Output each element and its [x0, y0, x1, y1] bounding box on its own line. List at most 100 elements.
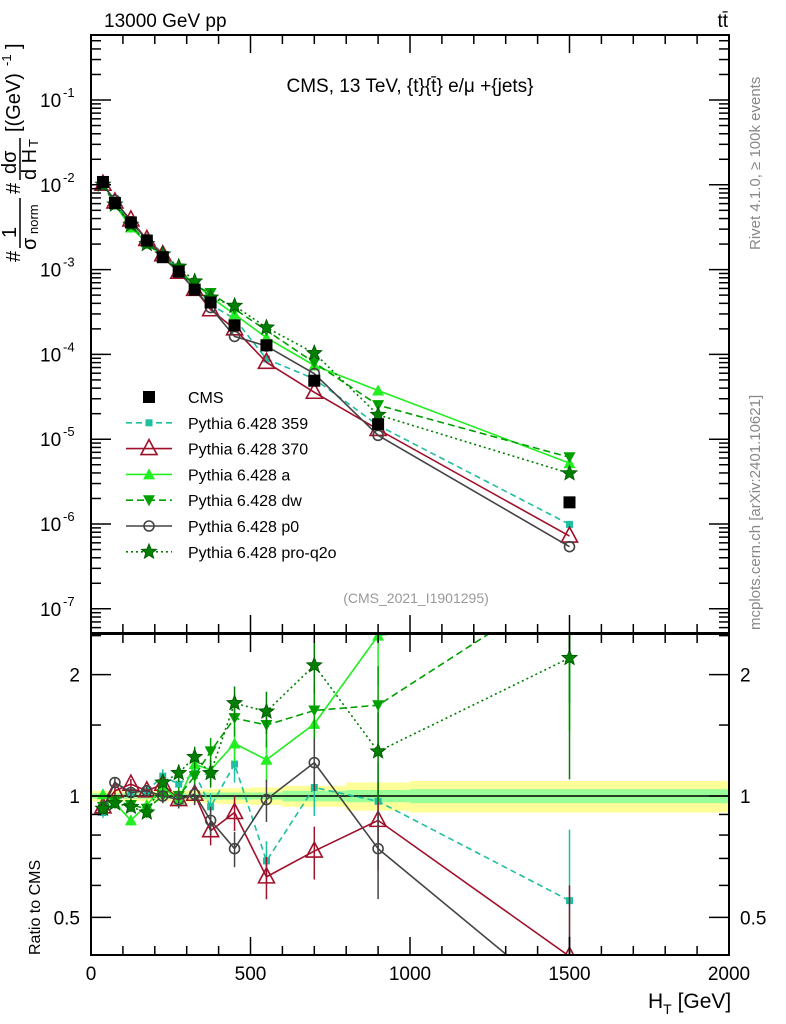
main-line-4 — [102, 184, 570, 548]
ylabel-sigma: σ — [19, 237, 41, 250]
main-line-3 — [102, 183, 570, 459]
main-frame — [90, 34, 730, 634]
ratio-marker — [125, 786, 137, 799]
ylabel-norm: norm — [26, 204, 41, 234]
main-marker — [563, 452, 576, 464]
ratio-marker — [122, 797, 140, 815]
ratio-marker — [369, 742, 387, 759]
x-tick-label: 1500 — [548, 964, 590, 985]
ratio-marker — [186, 747, 204, 765]
legend-marker — [143, 468, 155, 480]
legend-label: Pythia 6.428 359 — [188, 416, 308, 433]
main-marker — [372, 384, 385, 396]
ylabel-one: 1 — [0, 227, 21, 238]
energy-label: 13000 GeV pp — [104, 11, 227, 32]
y-tick-exponent: -2 — [63, 170, 75, 185]
legend-label: Pythia 6.428 a — [188, 467, 290, 484]
axes: 0 500 1000 1500 200010-110-210-310-410-510-6… — [40, 35, 766, 985]
data-point-cms — [563, 496, 576, 509]
ratio-marker — [228, 842, 241, 855]
legend-label: Pythia 6.428 370 — [188, 442, 308, 459]
ratio-marker — [308, 756, 321, 769]
main-line-2 — [102, 181, 570, 464]
ratio-marker — [257, 702, 276, 719]
data-point-cms — [172, 265, 185, 278]
ylabel-hash1: # — [3, 250, 25, 262]
ratio-marker — [175, 780, 183, 788]
legend-marker — [139, 437, 159, 456]
ratio-marker — [225, 801, 244, 820]
legend-marker — [143, 495, 155, 507]
y-axis-label: # 1 σ norm # dσ d H T [(GeV) -1 ] — [0, 43, 41, 262]
ratio-marker — [188, 788, 201, 801]
ratio-marker — [304, 840, 324, 858]
main-marker — [560, 525, 579, 543]
data-point-cms — [156, 251, 169, 264]
x-tick-label: 0 — [86, 964, 97, 985]
legend: CMS Pythia 6.428 359 Pythia 6.428 370 Pythi… — [126, 390, 337, 562]
data-point-cms — [228, 319, 241, 332]
ratio-y-tick-label-right: 1 — [740, 787, 751, 808]
ylabel-dsigma: dσ — [0, 150, 21, 174]
ratio-y-tick-label: 1 — [69, 787, 80, 808]
data-point-cms — [140, 234, 153, 247]
y-tick-exponent: -6 — [63, 509, 75, 524]
main-marker — [225, 296, 244, 314]
ratio-marker — [138, 803, 156, 820]
ratio-marker — [204, 746, 217, 758]
main-marker — [305, 344, 323, 361]
data-point-cms — [124, 216, 137, 229]
x-tick-label: 500 — [235, 964, 267, 985]
ratio-marker — [257, 866, 276, 884]
main-marker — [566, 520, 573, 528]
ratio-y-tick-label: 2 — [69, 666, 80, 687]
ratio-marker — [260, 753, 273, 765]
y-tick-label: 10 — [40, 176, 61, 197]
legend-marker — [140, 542, 158, 560]
ratio-marker — [231, 760, 239, 768]
main-marker — [372, 429, 384, 442]
y-tick-label: 10 — [40, 600, 61, 621]
ylabel-unit-exp: -1 — [0, 54, 14, 66]
main-marker — [257, 351, 276, 370]
main-marker — [304, 381, 324, 400]
ratio-marker — [204, 814, 217, 827]
ratio-marker — [154, 773, 172, 790]
ylabel-hash2: # — [3, 182, 25, 194]
y-tick-label: 10 — [40, 430, 61, 451]
legend-label: Pythia 6.428 p0 — [188, 519, 299, 536]
ratio-marker — [228, 737, 241, 749]
y-tick-exponent: -5 — [63, 424, 75, 439]
main-marker — [563, 540, 576, 553]
ylabel-unit-close: ] — [3, 43, 25, 49]
y-tick-exponent: -7 — [63, 594, 75, 609]
data-point-cms — [188, 283, 201, 296]
y-tick-exponent: -4 — [63, 339, 75, 354]
ratio-frame — [90, 633, 730, 956]
main-marker — [262, 355, 270, 363]
main-line-1 — [102, 183, 570, 537]
y-tick-label: 10 — [40, 261, 61, 282]
legend-label: CMS — [188, 390, 224, 407]
y-tick-label: 10 — [40, 91, 61, 112]
legend-marker — [143, 520, 155, 532]
chart-title: CMS, 13 TeV, {t}{t̄} e/μ +{jets} — [286, 76, 533, 97]
ratio-line-3 — [102, 634, 491, 810]
x-tick-label: 1000 — [389, 964, 431, 985]
ratio-marker — [124, 814, 137, 826]
x-tick-label: 2000 — [708, 964, 750, 985]
main-marker — [560, 464, 579, 481]
x-axis-label-main: H — [648, 990, 663, 1013]
ratio-y-tick-label-right: 0.5 — [740, 908, 766, 929]
ratio-y-tick-label: 0.5 — [54, 908, 80, 929]
y-tick-exponent: -1 — [63, 85, 75, 100]
legend-marker — [143, 391, 155, 403]
ratio-marker — [308, 705, 321, 717]
y-tick-label: 10 — [40, 345, 61, 366]
data-point-cms — [308, 374, 321, 387]
ratio-marker — [141, 785, 153, 797]
ratio-marker — [201, 820, 220, 838]
ratio-marker — [225, 694, 244, 711]
data-point-cms — [96, 175, 109, 188]
